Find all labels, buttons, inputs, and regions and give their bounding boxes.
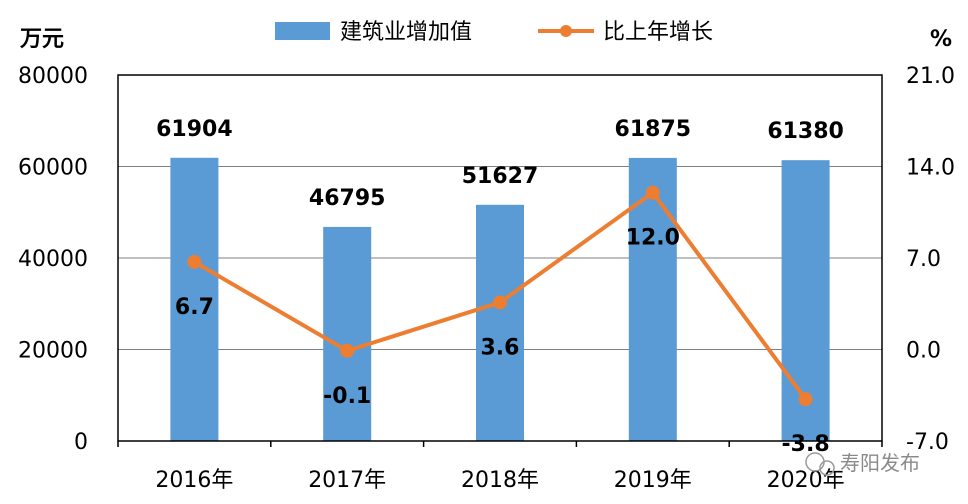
legend-line-label: 比上年增长 — [603, 20, 713, 45]
line-value-label: -3.8 — [782, 432, 830, 457]
line-point — [798, 392, 813, 407]
bar-value-label: 61904 — [156, 117, 233, 142]
x-tick-label: 2020年 — [767, 468, 845, 493]
x-tick-label: 2019年 — [614, 468, 692, 493]
left-tick-label: 80000 — [18, 64, 88, 89]
watermark: 寿阳发布 — [805, 451, 920, 476]
left-tick-label: 40000 — [18, 247, 88, 272]
line-value-label: 6.7 — [175, 295, 214, 320]
line-point — [493, 295, 507, 310]
bar — [323, 226, 372, 441]
bar-series — [170, 157, 830, 442]
plot-frame — [117, 74, 883, 442]
left-axis-unit: 万元 — [19, 27, 64, 52]
line-point — [645, 185, 660, 200]
right-tick-label: 0.0 — [906, 339, 941, 364]
bar-value-label: 61380 — [767, 119, 844, 144]
right-tick-label: 21.0 — [906, 64, 955, 89]
left-tick-label: 60000 — [18, 156, 88, 181]
legend-bar-swatch — [275, 22, 330, 40]
line-series — [187, 185, 813, 407]
line-value-label: 12.0 — [626, 226, 680, 251]
legend-line-marker — [560, 25, 572, 37]
data-labels: 61904 46795 51627 61875 61380 6.7 -0.1 3.6 12.0 -… — [156, 117, 844, 457]
right-tick-label: 14.0 — [906, 156, 955, 181]
x-tick-label: 2017年 — [308, 468, 386, 493]
left-tick-label: 20000 — [18, 339, 88, 364]
bar-value-label: 46795 — [309, 186, 386, 211]
x-tick-label: 2016年 — [155, 468, 233, 493]
right-axis-unit: % — [930, 27, 952, 52]
bar-value-label: 51627 — [462, 164, 539, 189]
line-point — [187, 254, 202, 269]
legend-bar-label: 建筑业增加值 — [340, 20, 472, 45]
bar — [476, 204, 524, 441]
bar-value-label: 61875 — [615, 117, 692, 142]
watermark-text: 寿阳发布 — [840, 451, 920, 475]
line-point — [340, 343, 355, 358]
left-tick-label: 0 — [74, 430, 88, 455]
axis-ticks: 0 20000 40000 60000 80000 -7.0 0.0 7.0 14.0 21.0 2… — [18, 64, 955, 493]
line-value-label: 3.6 — [481, 335, 520, 360]
line-value-label: -0.1 — [323, 384, 371, 409]
right-tick-label: 7.0 — [906, 247, 941, 272]
x-tick-label: 2018年 — [461, 468, 539, 493]
legend: 建筑业增加值 比上年增长 — [275, 20, 713, 45]
wechat-icon-bubble — [819, 460, 835, 476]
bar — [170, 157, 219, 442]
bar — [628, 157, 677, 441]
right-tick-label: -7.0 — [906, 430, 949, 455]
